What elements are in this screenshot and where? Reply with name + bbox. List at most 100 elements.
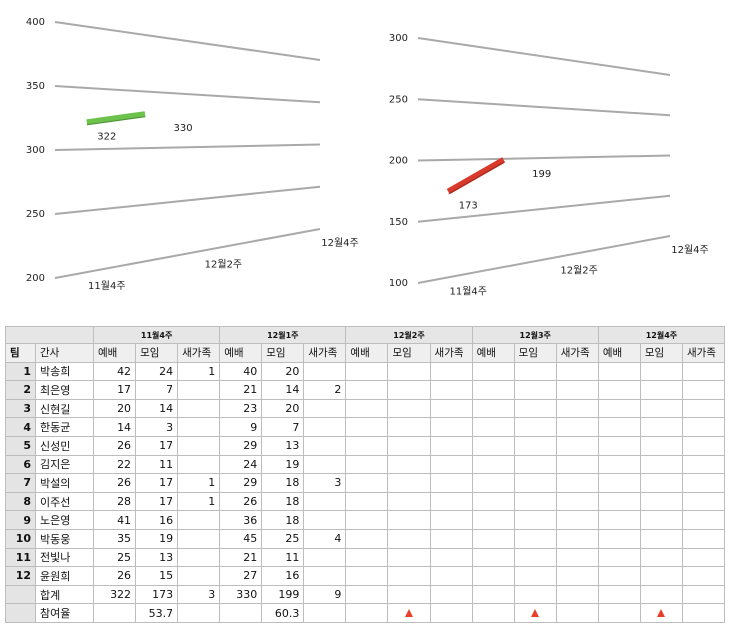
table-cell — [555, 417, 599, 437]
table-cell — [471, 473, 515, 493]
table-cell — [555, 528, 599, 549]
table-cell: 15 — [135, 566, 179, 586]
table-cell — [597, 398, 641, 419]
table-cell — [177, 547, 221, 568]
table-cell: 14 — [135, 398, 179, 419]
y-tick-label: 150 — [389, 217, 408, 228]
table-cell — [513, 435, 557, 456]
table-cell: 35 — [92, 528, 137, 549]
charts: 200 250 300 350 400 11월4주 12월2주 12월4주 322 330 100 1… — [26, 17, 709, 297]
table-cell: 322 — [92, 584, 137, 605]
column-header: 새가족 — [555, 343, 599, 363]
column-header: 모임 — [513, 343, 557, 363]
table-cell — [471, 361, 515, 382]
x-tick-label: 12월2주 — [560, 265, 598, 277]
table-cell — [597, 603, 641, 623]
table-cell — [639, 603, 683, 623]
table-cell: 1 — [177, 491, 221, 512]
y-tick-label: 250 — [389, 94, 408, 105]
table-cell — [429, 380, 473, 400]
table-cell: 36 — [219, 510, 263, 530]
table-cell — [177, 398, 221, 419]
grid-line — [54, 21, 321, 61]
y-tick-label: 200 — [26, 273, 45, 284]
table-cell: 53.7 — [135, 603, 179, 623]
table-cell — [597, 584, 641, 605]
table-row: 9 노은영 41 16 36 18 — [5, 510, 726, 530]
table-cell — [387, 417, 431, 437]
spreadsheet-table: 11월4주 12월1주 12월2주 12월3주 12월4주 팀 간사 예배 모임 새가족 예배 모임 새… — [5, 326, 726, 623]
table-cell: 13 — [135, 547, 179, 568]
table-cell — [387, 398, 431, 419]
column-header: 예배 — [597, 343, 641, 363]
column-header: 새가족 — [303, 343, 347, 363]
week-header: 12월4주 — [597, 326, 726, 344]
table-cell — [513, 417, 557, 437]
table-cell — [387, 528, 431, 549]
table-cell — [471, 566, 515, 586]
grid-line — [54, 85, 321, 104]
table-row: 7 박설의 26 17 1 29 18 3 — [5, 473, 726, 493]
table-cell: 28 — [92, 491, 137, 512]
table-cell — [345, 547, 389, 568]
table-cell — [513, 510, 557, 530]
table-cell: 14 — [261, 380, 305, 400]
table-cell — [177, 380, 221, 400]
x-tick-label: 11월4주 — [449, 285, 487, 297]
table-cell — [597, 473, 641, 493]
table-cell — [345, 566, 389, 586]
table-cell — [639, 435, 683, 456]
table-cell — [597, 435, 641, 456]
table-cell — [513, 528, 557, 549]
table-cell: 17 — [135, 435, 179, 456]
table-cell — [177, 528, 221, 549]
table-cell: 6 — [5, 454, 36, 475]
table-cell — [681, 380, 726, 400]
table-cell — [681, 510, 726, 530]
table-cell — [555, 491, 599, 512]
week-header-row: 11월4주 12월1주 12월2주 12월3주 12월4주 — [5, 326, 726, 344]
table-cell — [597, 510, 641, 530]
table-cell — [345, 584, 389, 605]
data-label: 173 — [459, 201, 478, 212]
data-label: 199 — [532, 169, 551, 180]
table-cell: 11 — [135, 454, 179, 475]
grid-line — [417, 154, 671, 162]
table-cell: 40 — [219, 361, 263, 382]
table-cell — [303, 603, 347, 623]
table-cell: 17 — [135, 491, 179, 512]
x-tick-label: 12월2주 — [205, 259, 243, 271]
table-cell — [429, 491, 473, 512]
table-cell — [681, 547, 726, 568]
table-cell — [429, 510, 473, 530]
table-cell: 박설의 — [35, 473, 94, 493]
table-row: 10 박동웅 35 19 45 25 4 — [5, 528, 726, 549]
table-cell — [429, 435, 473, 456]
series-line — [86, 111, 146, 126]
table-cell — [345, 398, 389, 419]
table-cell: 7 — [5, 473, 36, 493]
x-tick-label: 11월4주 — [88, 280, 126, 292]
table-row: 참여율 53.7 60.3 — [5, 603, 726, 623]
table-row: 1 박송희 42 24 1 40 20 — [5, 361, 726, 382]
table-cell — [681, 454, 726, 475]
table-cell — [681, 603, 726, 623]
table-cell — [177, 454, 221, 475]
table-cell — [177, 417, 221, 437]
table-row: 5 신성민 26 17 29 13 — [5, 435, 726, 456]
table-cell — [555, 547, 599, 568]
table-cell — [513, 603, 557, 623]
data-label: 330 — [174, 123, 193, 134]
table-cell: 신현길 — [35, 398, 94, 419]
table-cell — [471, 584, 515, 605]
table-cell: 21 — [219, 547, 263, 568]
table-cell: 11 — [5, 547, 36, 568]
column-header-row: 팀 간사 예배 모임 새가족 예배 모임 새가족 예배 모임 새가족 예배 모임 새가족 예배 모임 새가족 — [5, 343, 726, 363]
table-cell — [387, 380, 431, 400]
week-header: 11월4주 — [92, 326, 221, 344]
table-cell: 1 — [177, 361, 221, 382]
table-cell: 9 — [219, 417, 263, 437]
table-cell — [5, 584, 36, 605]
table-cell — [513, 454, 557, 475]
table-cell — [303, 547, 347, 568]
